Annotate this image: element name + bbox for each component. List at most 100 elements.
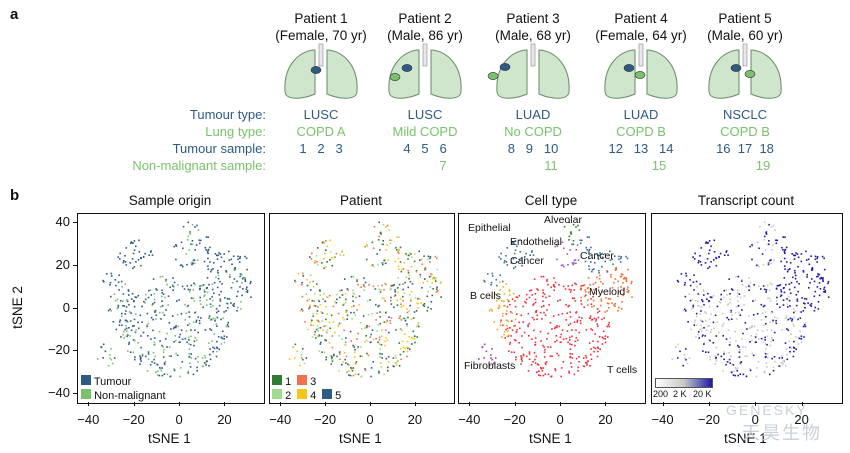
cell-point: [542, 275, 545, 278]
x-tick-label: −20: [503, 412, 526, 427]
cell-point: [356, 309, 358, 311]
cell-point: [117, 256, 119, 258]
tsne-plot: [269, 213, 455, 404]
cell-point: [727, 254, 729, 256]
cell-point: [383, 289, 385, 291]
cell-point: [435, 288, 438, 290]
cell-point: [227, 321, 229, 324]
cell-point: [129, 262, 132, 264]
cell-point: [748, 285, 750, 287]
cell-point: [578, 356, 580, 358]
cell-point: [323, 325, 325, 327]
cell-point: [117, 304, 120, 307]
cell-point: [213, 262, 215, 264]
cell-point: [354, 373, 357, 375]
cell-point: [161, 344, 163, 347]
cell-point: [614, 305, 616, 307]
cell-point: [723, 353, 725, 355]
cell-point: [389, 287, 392, 290]
cell-point: [153, 298, 156, 301]
cell-point: [573, 321, 576, 323]
cell-point: [600, 300, 603, 302]
cell-point: [546, 338, 548, 340]
cell-point: [179, 367, 182, 369]
cell-point: [797, 336, 800, 339]
x-tick-label: 0: [556, 412, 564, 427]
cell-point: [379, 355, 382, 358]
cell-point: [390, 303, 393, 305]
cell-point: [509, 303, 511, 306]
cell-point: [576, 339, 579, 342]
cell-point: [296, 350, 298, 353]
cell-point: [294, 280, 297, 283]
cell-point: [188, 249, 190, 251]
cell-point: [399, 315, 401, 317]
cell-point: [751, 325, 753, 327]
cell-point: [183, 288, 186, 290]
cell-point: [478, 358, 480, 360]
cell-point: [133, 305, 136, 308]
cell-point: [427, 290, 429, 293]
cell-point: [410, 253, 412, 255]
cell-point: [125, 335, 128, 337]
cell-point: [572, 243, 575, 246]
cell-point: [331, 358, 333, 361]
cell-point: [512, 292, 515, 295]
cell-point: [620, 286, 622, 288]
cell-point: [500, 319, 502, 321]
cell-point: [342, 254, 345, 256]
cell-point: [779, 306, 781, 309]
cell-point: [705, 242, 707, 244]
patient-tumour-samples: 8 9 10: [507, 141, 559, 156]
cell-point: [325, 339, 327, 342]
cell-point: [309, 289, 312, 291]
cell-point: [127, 289, 130, 291]
cell-point: [794, 269, 796, 272]
cell-point: [680, 273, 683, 275]
patient-tumour-samples: 4 5 6: [403, 141, 447, 156]
cell-point: [313, 305, 316, 307]
cell-point: [557, 300, 559, 302]
cell-point: [789, 346, 791, 349]
cell-point: [552, 315, 555, 317]
cell-point: [707, 267, 709, 270]
cell-point: [162, 293, 165, 295]
cell-point: [692, 281, 695, 283]
cell-point: [151, 304, 153, 306]
cell-point: [195, 339, 198, 342]
cell-point: [343, 303, 345, 305]
cell-point: [592, 288, 595, 291]
cell-point: [767, 297, 769, 299]
cell-point: [625, 280, 628, 283]
cell-point: [556, 325, 558, 327]
cell-point: [700, 335, 703, 337]
cell-point: [340, 289, 343, 291]
cell-point: [718, 331, 720, 334]
cell-point: [187, 370, 189, 373]
cell-point: [118, 324, 121, 326]
cell-point: [300, 284, 303, 286]
cell-point: [157, 374, 159, 376]
cell-point: [792, 276, 794, 279]
cell-point: [749, 368, 751, 370]
cell-point: [371, 313, 373, 315]
cell-point: [353, 351, 356, 353]
cell-point: [503, 261, 506, 264]
cell-point: [366, 245, 369, 247]
cell-point: [161, 289, 163, 292]
cell-point: [143, 300, 145, 303]
cell-point: [305, 357, 308, 359]
cell-point: [331, 264, 334, 267]
cell-point: [784, 317, 787, 319]
cell-point: [521, 346, 523, 349]
cell-point: [573, 289, 576, 291]
cell-point: [827, 280, 830, 283]
cell-point: [325, 356, 328, 358]
cell-point: [440, 280, 442, 283]
cell-point: [565, 319, 567, 321]
cell-point: [152, 318, 154, 321]
cell-point: [186, 341, 188, 344]
cell-point: [306, 279, 308, 281]
cell-point: [122, 331, 125, 333]
cell-point: [503, 300, 505, 303]
